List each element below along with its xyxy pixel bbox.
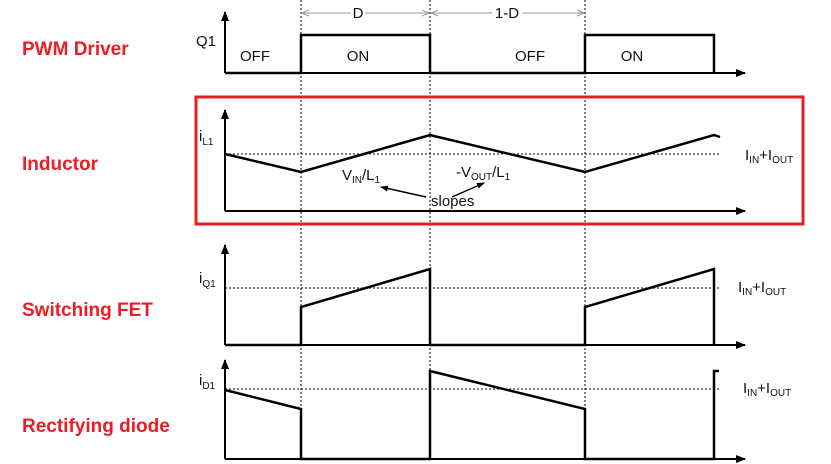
slope-down-label: -VOUT/L1: [456, 164, 511, 183]
state-off: OFF: [515, 48, 545, 65]
average-current-label: IIN+IOUT: [745, 147, 793, 166]
dimension-label-1-d: 1-D: [495, 5, 519, 22]
average-current-label: IIN+IOUT: [743, 380, 791, 399]
section-label-rectifying-diode: Rectifying diode: [22, 416, 170, 437]
slopes-label: slopes: [431, 193, 474, 210]
section-label-pwm-driver: PWM Driver: [22, 39, 129, 60]
phase-guide-lines: [300, 0, 586, 459]
dimension-label-d: D: [353, 5, 364, 22]
diode-current-panel: iD1 IIN+IOUT: [199, 359, 791, 463]
diode-current-waveform: [224, 369, 719, 461]
iq1-axis-label: iQ1: [199, 270, 216, 290]
slope-down-pointer-arrow: [451, 182, 485, 198]
state-on: ON: [347, 48, 370, 65]
inductor-highlight-box: [194, 95, 805, 226]
state-off: OFF: [240, 48, 270, 65]
state-on: ON: [621, 48, 644, 65]
q1-axis-label: Q1: [196, 33, 216, 50]
section-label-inductor: Inductor: [22, 154, 99, 175]
il1-axis-label: iL1: [199, 128, 214, 148]
pwm-signal: [225, 33, 716, 75]
section-label-switching-fet: Switching FET: [22, 300, 153, 321]
inductor-current-panel: iL1 IIN+IOUT VIN/L1 -VOUT/L1 slopes: [199, 109, 793, 215]
slope-up-label: VIN/L1: [342, 167, 381, 186]
fet-current-waveform: [225, 267, 716, 347]
switching-fet-current-panel: iQ1 IIN+IOUT: [199, 244, 786, 349]
average-current-label: IIN+IOUT: [738, 279, 786, 298]
inductor-current-waveform: [224, 133, 721, 174]
pwm-waveform-panel: D 1-D Q1 OFF ON OFF ON: [196, 5, 746, 77]
id1-axis-label: iD1: [199, 372, 216, 392]
slope-up-pointer-arrow: [380, 185, 427, 198]
